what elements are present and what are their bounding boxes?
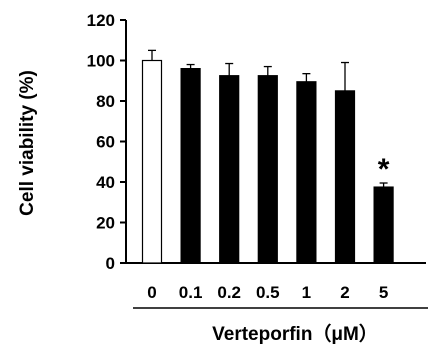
chart-marks: 0 20 40 60 80 100 120 0 0.1 0.2 0.5 1 2 5 * — [87, 11, 394, 302]
y-tick-label: 20 — [96, 214, 115, 233]
y-axis-label: Cell viability (%) — [17, 70, 38, 216]
significance-mark: * — [378, 153, 390, 186]
x-tick-label: 0.5 — [256, 283, 280, 302]
y-tick-label: 40 — [96, 173, 115, 192]
x-tick-label: 1 — [302, 283, 311, 302]
y-tick-label: 80 — [96, 92, 115, 111]
x-tick-label: 0.1 — [179, 283, 203, 302]
bar — [141, 59, 163, 264]
bar — [257, 75, 278, 264]
bar — [296, 81, 317, 264]
y-tick-label: 100 — [87, 52, 115, 71]
bar — [180, 67, 201, 264]
bar — [219, 75, 240, 264]
x-tick-label: 0 — [147, 283, 156, 302]
x-tick-label: 5 — [379, 283, 388, 302]
bar — [334, 90, 356, 264]
bar — [373, 186, 394, 264]
y-tick-label: 0 — [106, 254, 115, 273]
x-axis-label: Verteporfin（μM） — [212, 322, 378, 345]
x-tick-label: 2 — [340, 283, 349, 302]
x-tick-label: 0.2 — [217, 283, 241, 302]
y-tick-label: 60 — [96, 133, 115, 152]
y-tick-label: 120 — [87, 11, 115, 30]
